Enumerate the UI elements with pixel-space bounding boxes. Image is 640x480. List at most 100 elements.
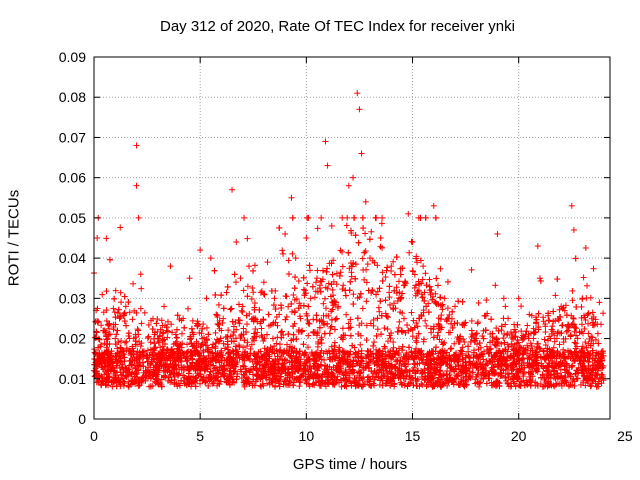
data-point bbox=[585, 330, 592, 337]
data-point bbox=[145, 333, 152, 340]
data-point bbox=[401, 315, 408, 322]
data-point bbox=[314, 225, 321, 232]
data-point bbox=[502, 303, 509, 310]
data-point bbox=[362, 248, 369, 255]
data-point bbox=[290, 291, 297, 298]
data-point bbox=[374, 326, 381, 333]
data-point bbox=[309, 283, 316, 290]
data-point bbox=[121, 293, 128, 300]
data-point bbox=[422, 317, 429, 324]
data-point bbox=[360, 266, 367, 273]
data-point bbox=[580, 274, 587, 281]
data-point bbox=[325, 312, 332, 319]
data-point bbox=[359, 305, 366, 312]
data-point bbox=[555, 317, 562, 324]
data-point bbox=[304, 214, 311, 221]
data-point bbox=[103, 317, 110, 324]
data-point bbox=[252, 326, 259, 333]
data-point bbox=[377, 298, 384, 305]
data-point bbox=[553, 335, 560, 342]
data-point bbox=[421, 289, 428, 296]
data-point bbox=[395, 324, 402, 331]
data-point bbox=[448, 345, 455, 352]
data-point bbox=[238, 307, 245, 314]
data-point bbox=[318, 214, 325, 221]
data-point bbox=[141, 309, 148, 316]
data-point bbox=[318, 278, 325, 285]
data-point bbox=[491, 341, 498, 348]
data-point bbox=[468, 317, 475, 324]
data-point bbox=[361, 249, 368, 256]
data-point bbox=[409, 333, 416, 340]
data-point bbox=[278, 328, 285, 335]
data-point bbox=[386, 283, 393, 290]
data-point bbox=[465, 343, 472, 350]
data-point bbox=[408, 309, 415, 316]
data-point bbox=[524, 322, 531, 329]
data-point bbox=[517, 344, 524, 351]
data-point bbox=[276, 341, 283, 348]
data-point bbox=[282, 316, 289, 323]
data-point bbox=[258, 288, 265, 295]
data-point bbox=[577, 381, 584, 388]
data-point bbox=[582, 244, 589, 251]
data-point bbox=[391, 300, 398, 307]
data-point bbox=[483, 297, 490, 304]
data-point bbox=[273, 313, 280, 320]
data-point bbox=[406, 249, 413, 256]
data-point bbox=[556, 341, 563, 348]
data-point bbox=[305, 303, 312, 310]
data-point bbox=[542, 329, 549, 336]
data-point bbox=[317, 288, 324, 295]
data-point bbox=[379, 214, 386, 221]
data-point bbox=[240, 287, 247, 294]
data-point bbox=[130, 280, 137, 287]
data-point bbox=[572, 371, 579, 378]
data-point bbox=[344, 214, 351, 221]
data-point bbox=[384, 326, 391, 333]
data-point bbox=[118, 299, 125, 306]
data-point bbox=[240, 325, 247, 332]
data-point bbox=[248, 341, 255, 348]
data-point bbox=[144, 335, 151, 342]
data-point bbox=[274, 322, 281, 329]
data-point bbox=[348, 269, 355, 276]
data-point bbox=[492, 282, 499, 289]
data-point bbox=[117, 224, 124, 231]
data-point bbox=[502, 321, 509, 328]
data-point bbox=[411, 271, 418, 278]
data-point bbox=[285, 257, 292, 264]
data-point bbox=[571, 328, 578, 335]
data-point bbox=[540, 314, 547, 321]
data-point bbox=[366, 236, 373, 243]
data-point bbox=[370, 342, 377, 349]
data-point bbox=[414, 259, 421, 266]
data-point bbox=[164, 328, 171, 335]
data-point bbox=[590, 265, 597, 272]
data-point bbox=[359, 255, 366, 262]
data-point bbox=[573, 303, 580, 310]
data-point bbox=[518, 303, 525, 310]
data-point bbox=[559, 322, 566, 329]
data-point bbox=[379, 382, 386, 389]
data-point bbox=[473, 341, 480, 348]
data-point bbox=[185, 305, 192, 312]
data-point bbox=[423, 322, 430, 329]
data-point bbox=[172, 331, 179, 338]
data-point bbox=[248, 295, 255, 302]
data-point bbox=[359, 214, 366, 221]
data-point bbox=[569, 287, 576, 294]
data-point bbox=[310, 329, 317, 336]
data-point bbox=[339, 286, 346, 293]
data-point bbox=[393, 254, 400, 261]
data-point bbox=[283, 293, 290, 300]
data-point bbox=[504, 331, 511, 338]
data-point bbox=[600, 377, 607, 384]
data-point bbox=[363, 337, 370, 344]
data-point bbox=[342, 382, 349, 389]
data-point bbox=[421, 366, 428, 373]
data-point bbox=[123, 338, 130, 345]
data-point bbox=[158, 317, 165, 324]
data-point bbox=[181, 324, 188, 331]
data-point bbox=[475, 300, 482, 307]
